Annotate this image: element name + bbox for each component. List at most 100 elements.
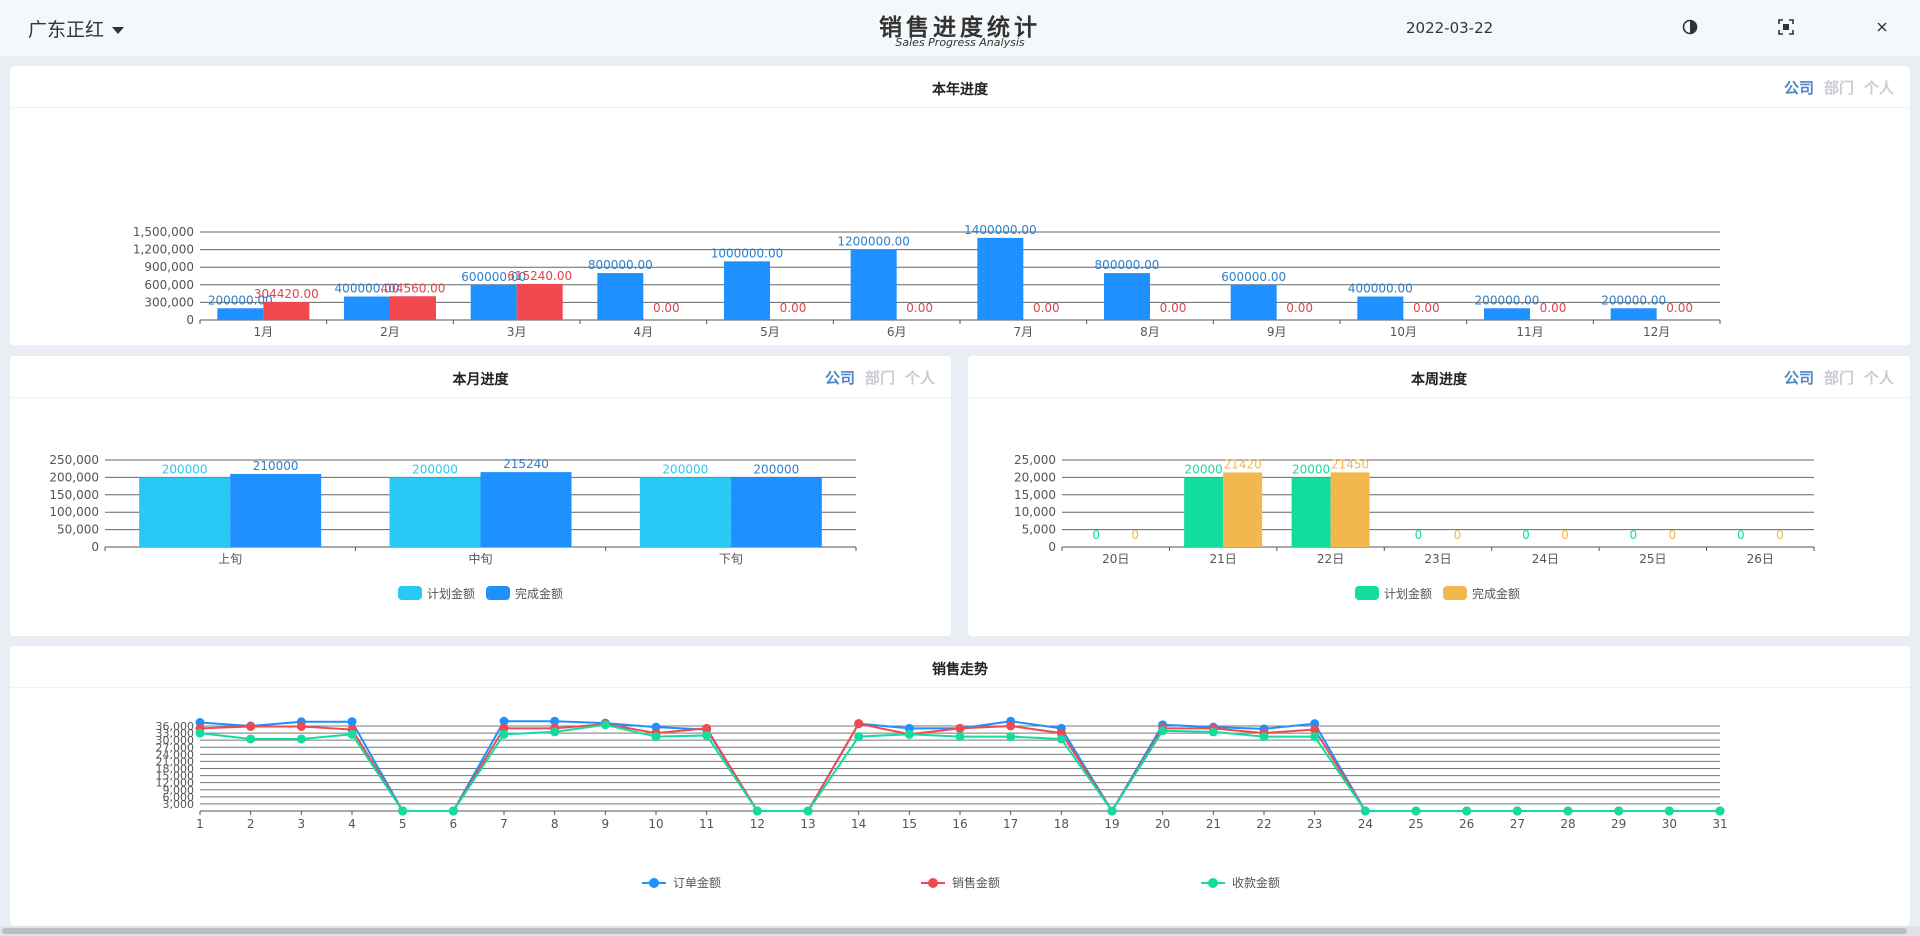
bar: [1484, 308, 1530, 320]
legend-swatch: [1355, 586, 1379, 600]
x-tick-label: 31: [1712, 817, 1727, 831]
scope-tabs: 公司 部门 个人: [1774, 77, 1894, 98]
legend-marker: [928, 878, 938, 888]
legend-swatch: [398, 586, 422, 600]
data-label: 0.00: [780, 301, 807, 315]
x-tick-label: 21日: [1210, 552, 1237, 566]
y-tick-label: 300,000: [144, 295, 194, 309]
data-label: 200000: [162, 462, 208, 476]
data-point: [1208, 727, 1218, 737]
bar: [977, 237, 1024, 320]
data-label: 800000.00: [1095, 258, 1160, 272]
panel-title: 本年进度: [932, 82, 988, 98]
horizontal-scrollbar[interactable]: [0, 926, 1920, 936]
x-tick-label: 4月: [634, 325, 654, 339]
y-tick-label: 25,000: [1014, 453, 1056, 467]
tab-personal[interactable]: 个人: [904, 369, 935, 387]
x-tick-label: 26日: [1747, 552, 1774, 566]
data-label: 0: [1561, 528, 1569, 542]
panel-header: 本月进度 公司 部门 个人: [10, 356, 951, 398]
tab-department[interactable]: 部门: [1823, 369, 1854, 387]
data-point: [1158, 726, 1168, 736]
legend-marker: [1208, 878, 1218, 888]
vertical-scrollbar[interactable]: [1913, 56, 1920, 922]
data-label: 800000.00: [588, 258, 653, 272]
tab-company[interactable]: 公司: [1783, 369, 1814, 387]
company-selector[interactable]: 广东正红: [28, 15, 125, 42]
x-tick-label: 13: [800, 817, 815, 831]
data-point: [600, 720, 610, 730]
x-tick-label: 30: [1662, 817, 1677, 831]
scope-tabs: 公司 部门 个人: [1774, 367, 1894, 388]
bar: [1223, 472, 1263, 547]
scrollbar-thumb[interactable]: [2, 928, 1907, 934]
bar: [230, 473, 322, 547]
tab-department[interactable]: 部门: [864, 369, 895, 387]
data-point: [752, 806, 762, 816]
panel-header: 本年进度 公司 部门 个人: [10, 66, 1910, 108]
bar: [850, 249, 897, 320]
x-tick-label: 12月: [1643, 325, 1670, 339]
legend-label: 销售金额: [952, 875, 1000, 890]
tab-department[interactable]: 部门: [1823, 79, 1854, 97]
year-progress-panel: 本年进度 公司 部门 个人 0 300,000 600,000 900,000 1,200,…: [10, 66, 1910, 345]
data-point: [854, 732, 864, 742]
x-tick-label: 2月: [380, 325, 400, 339]
x-tick-label: 10月: [1390, 325, 1417, 339]
data-point: [904, 729, 914, 739]
x-tick-label: 20日: [1102, 552, 1129, 566]
y-tick-label: 20,000: [1014, 470, 1056, 484]
y-tick-label: 24,000: [156, 748, 195, 761]
x-tick-label: 26: [1459, 817, 1474, 831]
tab-company[interactable]: 公司: [824, 369, 855, 387]
data-label: 0: [1522, 528, 1530, 542]
y-tick-label: 900,000: [144, 260, 194, 274]
bar: [470, 284, 517, 320]
month-bar-chart: 0 50,000 100,000 150,000 200,000 250,000 上旬 200…: [49, 453, 857, 601]
x-tick-label: 21: [1206, 817, 1221, 831]
data-label: 0: [1415, 528, 1423, 542]
x-tick-label: 28: [1560, 817, 1575, 831]
y-tick-label: 50,000: [57, 523, 99, 537]
data-label: 404560.00: [381, 281, 446, 295]
legend-swatch: [486, 586, 510, 600]
page-title: 销售进度统计: [879, 15, 1041, 41]
y-tick-label: 250,000: [49, 453, 99, 467]
contrast-icon[interactable]: [1680, 17, 1700, 37]
tab-personal[interactable]: 个人: [1863, 369, 1894, 387]
bar: [597, 273, 644, 320]
legend-label: 计划金额: [427, 586, 475, 601]
data-point: [246, 734, 256, 744]
year-bar-chart: 0 300,000 600,000 900,000 1,200,000 1,500,000…: [133, 223, 1721, 339]
bar: [263, 302, 310, 320]
data-point: [499, 729, 509, 739]
legend-label: 订单金额: [673, 875, 721, 890]
data-point: [398, 806, 408, 816]
y-tick-label: 15,000: [1014, 488, 1056, 502]
y-tick-label: 600,000: [144, 278, 194, 292]
data-label: 0: [1776, 528, 1784, 542]
data-point: [550, 727, 560, 737]
fullscreen-icon[interactable]: [1776, 17, 1796, 37]
company-name: 广东正红: [28, 19, 105, 41]
x-tick-label: 9: [602, 817, 610, 831]
data-label: 20000: [1185, 462, 1223, 476]
data-point: [1310, 725, 1320, 735]
scope-tabs: 公司 部门 个人: [815, 367, 935, 388]
y-tick-label: 33,000: [156, 727, 195, 740]
x-tick-label: 1月: [254, 325, 274, 339]
close-icon[interactable]: [1872, 17, 1892, 37]
bar: [730, 477, 822, 547]
sales-trend-panel: 销售走势 3,000 6,000 9,000 12,000 15,000 18,000 21…: [10, 646, 1910, 926]
tab-personal[interactable]: 个人: [1863, 79, 1894, 97]
data-label: 0.00: [653, 301, 680, 315]
tab-company[interactable]: 公司: [1783, 79, 1814, 97]
month-progress-panel: 本月进度 公司 部门 个人 0 50,000 100,000 150,000 200,000…: [10, 356, 951, 636]
x-tick-label: 19: [1104, 817, 1119, 831]
top-bar: 广东正红 销售进度统计 Sales Progress Analysis 2022…: [0, 0, 1920, 56]
data-label: 400000.00: [335, 282, 400, 296]
data-label: 0.00: [1666, 301, 1693, 315]
panel-header: 销售走势: [10, 646, 1910, 688]
legend-label: 完成金额: [1472, 586, 1520, 601]
x-tick-label: 11: [699, 817, 714, 831]
